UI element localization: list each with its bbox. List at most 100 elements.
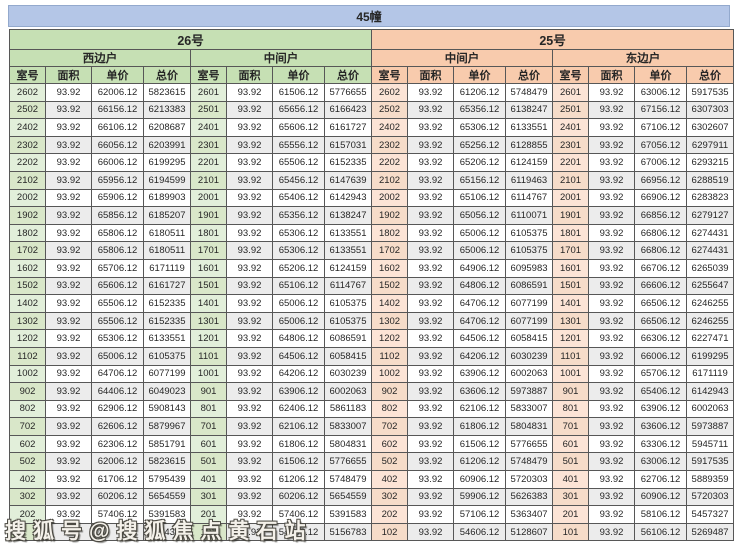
room-cell: 1901 [190,206,227,225]
unit-price-cell: 65856.12 [91,206,144,225]
room-cell: 502 [371,452,409,472]
area-cell: 93.92 [407,83,455,102]
total-price-cell: 6105375 [323,294,373,313]
unit-price-cell: 65706.12 [634,364,688,384]
area-cell: 93.92 [226,434,273,454]
total-price-cell: 6124159 [505,153,554,172]
room-cell: 1601 [190,258,227,278]
building-header: 25号 [371,29,735,50]
area-cell: 93.92 [407,153,455,172]
total-price-cell: 6171119 [686,364,735,384]
total-price-cell: 5269487 [686,522,735,542]
area-cell: 93.92 [407,188,455,208]
area-cell: 93.92 [226,276,273,296]
unit-price-cell: 64906.12 [453,258,507,278]
unit-price-cell: 63906.12 [634,399,688,419]
unit-price-cell: 62006.12 [91,452,144,472]
area-cell: 93.92 [226,83,273,102]
area-cell: 93.92 [407,276,455,296]
unit-price-cell: 66506.12 [634,294,688,313]
unit-price-cell: 54906.12 [272,522,325,542]
total-price-cell: 5973887 [686,417,735,436]
room-cell: 1201 [190,329,227,348]
area-cell: 93.92 [45,399,92,419]
room-cell: 2401 [552,118,590,137]
watermark: 搜狐号@搜狐焦点黄石站 [5,520,313,543]
area-cell: 93.92 [407,294,455,313]
unit-price-cell: 65006.12 [272,294,325,313]
area-cell: 93.92 [588,294,636,313]
unit-price-cell: 64706.12 [91,364,144,384]
room-cell: 2301 [190,135,227,155]
unit-price-cell: 65556.12 [272,135,325,155]
unit-price-cell: 65906.12 [91,188,144,208]
unit-price-cell: 66806.12 [634,241,688,260]
room-cell: 301 [190,487,227,507]
room-cell: 101 [190,522,227,542]
area-cell: 93.92 [45,100,92,120]
unit-price-cell: 62706.12 [634,470,688,489]
area-cell: 93.92 [588,487,636,507]
unit-price-cell: 65306.12 [91,329,144,348]
unit-price-cell: 62606.12 [91,417,144,436]
column-header: 单价 [91,66,144,84]
total-price-cell: 6246255 [686,311,735,331]
column-header: 面积 [588,66,636,84]
area-cell: 93.92 [45,118,92,137]
unit-price-cell: 65006.12 [453,223,507,243]
table-row: 2002 93.92 65906.12 6189903 2001 93.92 65406.1… [9,188,735,208]
table-row: 1802 93.92 65806.12 6180511 1801 93.92 65306.1… [9,223,735,243]
unit-price-cell: 66056.12 [91,135,144,155]
area-cell: 93.92 [407,505,455,524]
area-cell: 93.92 [407,364,455,384]
area-cell [45,522,92,542]
area-cell: 93.92 [226,153,273,172]
unit-price-cell: 64406.12 [91,382,144,401]
room-cell: 1401 [190,294,227,313]
total-price-cell: 5654559 [143,487,191,507]
total-price-cell: 6105375 [143,346,191,366]
unit-price-cell: 61506.12 [272,83,325,102]
unit-price-cell: 66006.12 [634,346,688,366]
area-cell: 93.92 [407,470,455,489]
area-cell: 93.92 [407,170,455,190]
total-price-cell: 6077199 [143,364,191,384]
room-cell: 1701 [552,241,590,260]
table-row: 2602 93.92 62006.12 5823615 2601 93.92 61506.1… [9,83,735,102]
total-price-cell: 5879967 [143,417,191,436]
column-header: 面积 [407,66,455,84]
total-price-cell: 6095983 [505,258,554,278]
area-cell: 93.92 [588,452,636,472]
room-cell: 1202 [371,329,409,348]
room-cell: 2501 [190,100,227,120]
unit-price-cell: 65356.12 [453,100,507,120]
unit-price-cell: 65506.12 [272,153,325,172]
unit-price-cell: 65006.12 [91,346,144,366]
column-header: 单价 [634,66,688,84]
table-row: 1702 93.92 65806.12 6180511 1701 93.92 65306.1… [9,241,735,260]
room-cell: 1101 [552,346,590,366]
room-cell: 1101 [190,346,227,366]
area-cell: 93.92 [588,346,636,366]
unit-price-cell: 65806.12 [91,241,144,260]
unit-price-cell: 62306.12 [91,434,144,454]
total-price-cell: 6274431 [686,241,735,260]
area-cell: 93.92 [45,135,92,155]
unit-price-cell: 62406.12 [272,399,325,419]
total-price-cell: 6180511 [143,223,191,243]
table-row: 302 93.92 60206.12 5654559 301 93.92 60206.12 5… [9,487,735,507]
area-cell: 93.92 [45,294,92,313]
room-cell: 2202 [9,153,46,172]
unit-price-cell: 60206.12 [91,487,144,507]
room-cell: 2501 [552,100,590,120]
total-price-cell: 5795439 [143,470,191,489]
section-header: 中间户 [371,49,554,67]
unit-price-cell: 60206.12 [272,487,325,507]
room-cell: 501 [552,452,590,472]
table-row: 1202 93.92 65306.12 6133551 1201 93.92 64806.1… [9,329,735,348]
area-cell: 93.92 [45,258,92,278]
total-price-cell: 6030239 [323,364,373,384]
room-cell: 1902 [371,206,409,225]
total-price-cell: 6142943 [323,188,373,208]
area-cell: 93.92 [45,364,92,384]
